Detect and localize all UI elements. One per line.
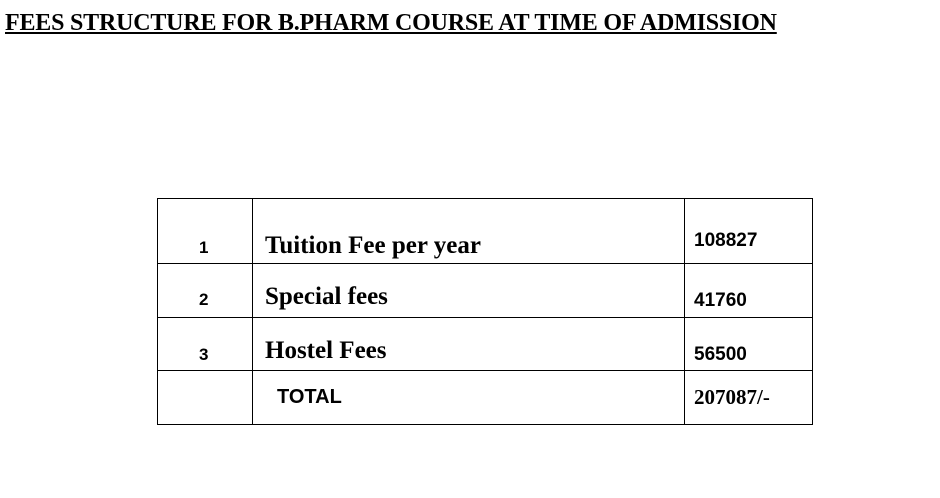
fee-amount: 41760 xyxy=(694,290,747,311)
total-label: TOTAL xyxy=(277,386,342,408)
column-divider xyxy=(684,198,685,425)
row-number: 2 xyxy=(199,290,209,309)
fee-item: Special fees xyxy=(265,283,388,310)
total-amount: 207087/- xyxy=(694,385,770,409)
fee-item: Hostel Fees xyxy=(265,337,387,364)
row-divider xyxy=(157,263,813,264)
fee-amount: 56500 xyxy=(694,344,747,365)
row-number: 3 xyxy=(199,345,209,364)
row-number: 1 xyxy=(199,238,209,257)
fee-amount: 108827 xyxy=(694,230,758,251)
fee-item: Tuition Fee per year xyxy=(265,232,481,259)
row-divider xyxy=(157,370,813,371)
row-divider xyxy=(157,317,813,318)
table-border xyxy=(157,198,813,425)
column-divider xyxy=(252,198,253,425)
page-title: FEES STRUCTURE FOR B.PHARM COURSE AT TIM… xyxy=(5,10,777,36)
